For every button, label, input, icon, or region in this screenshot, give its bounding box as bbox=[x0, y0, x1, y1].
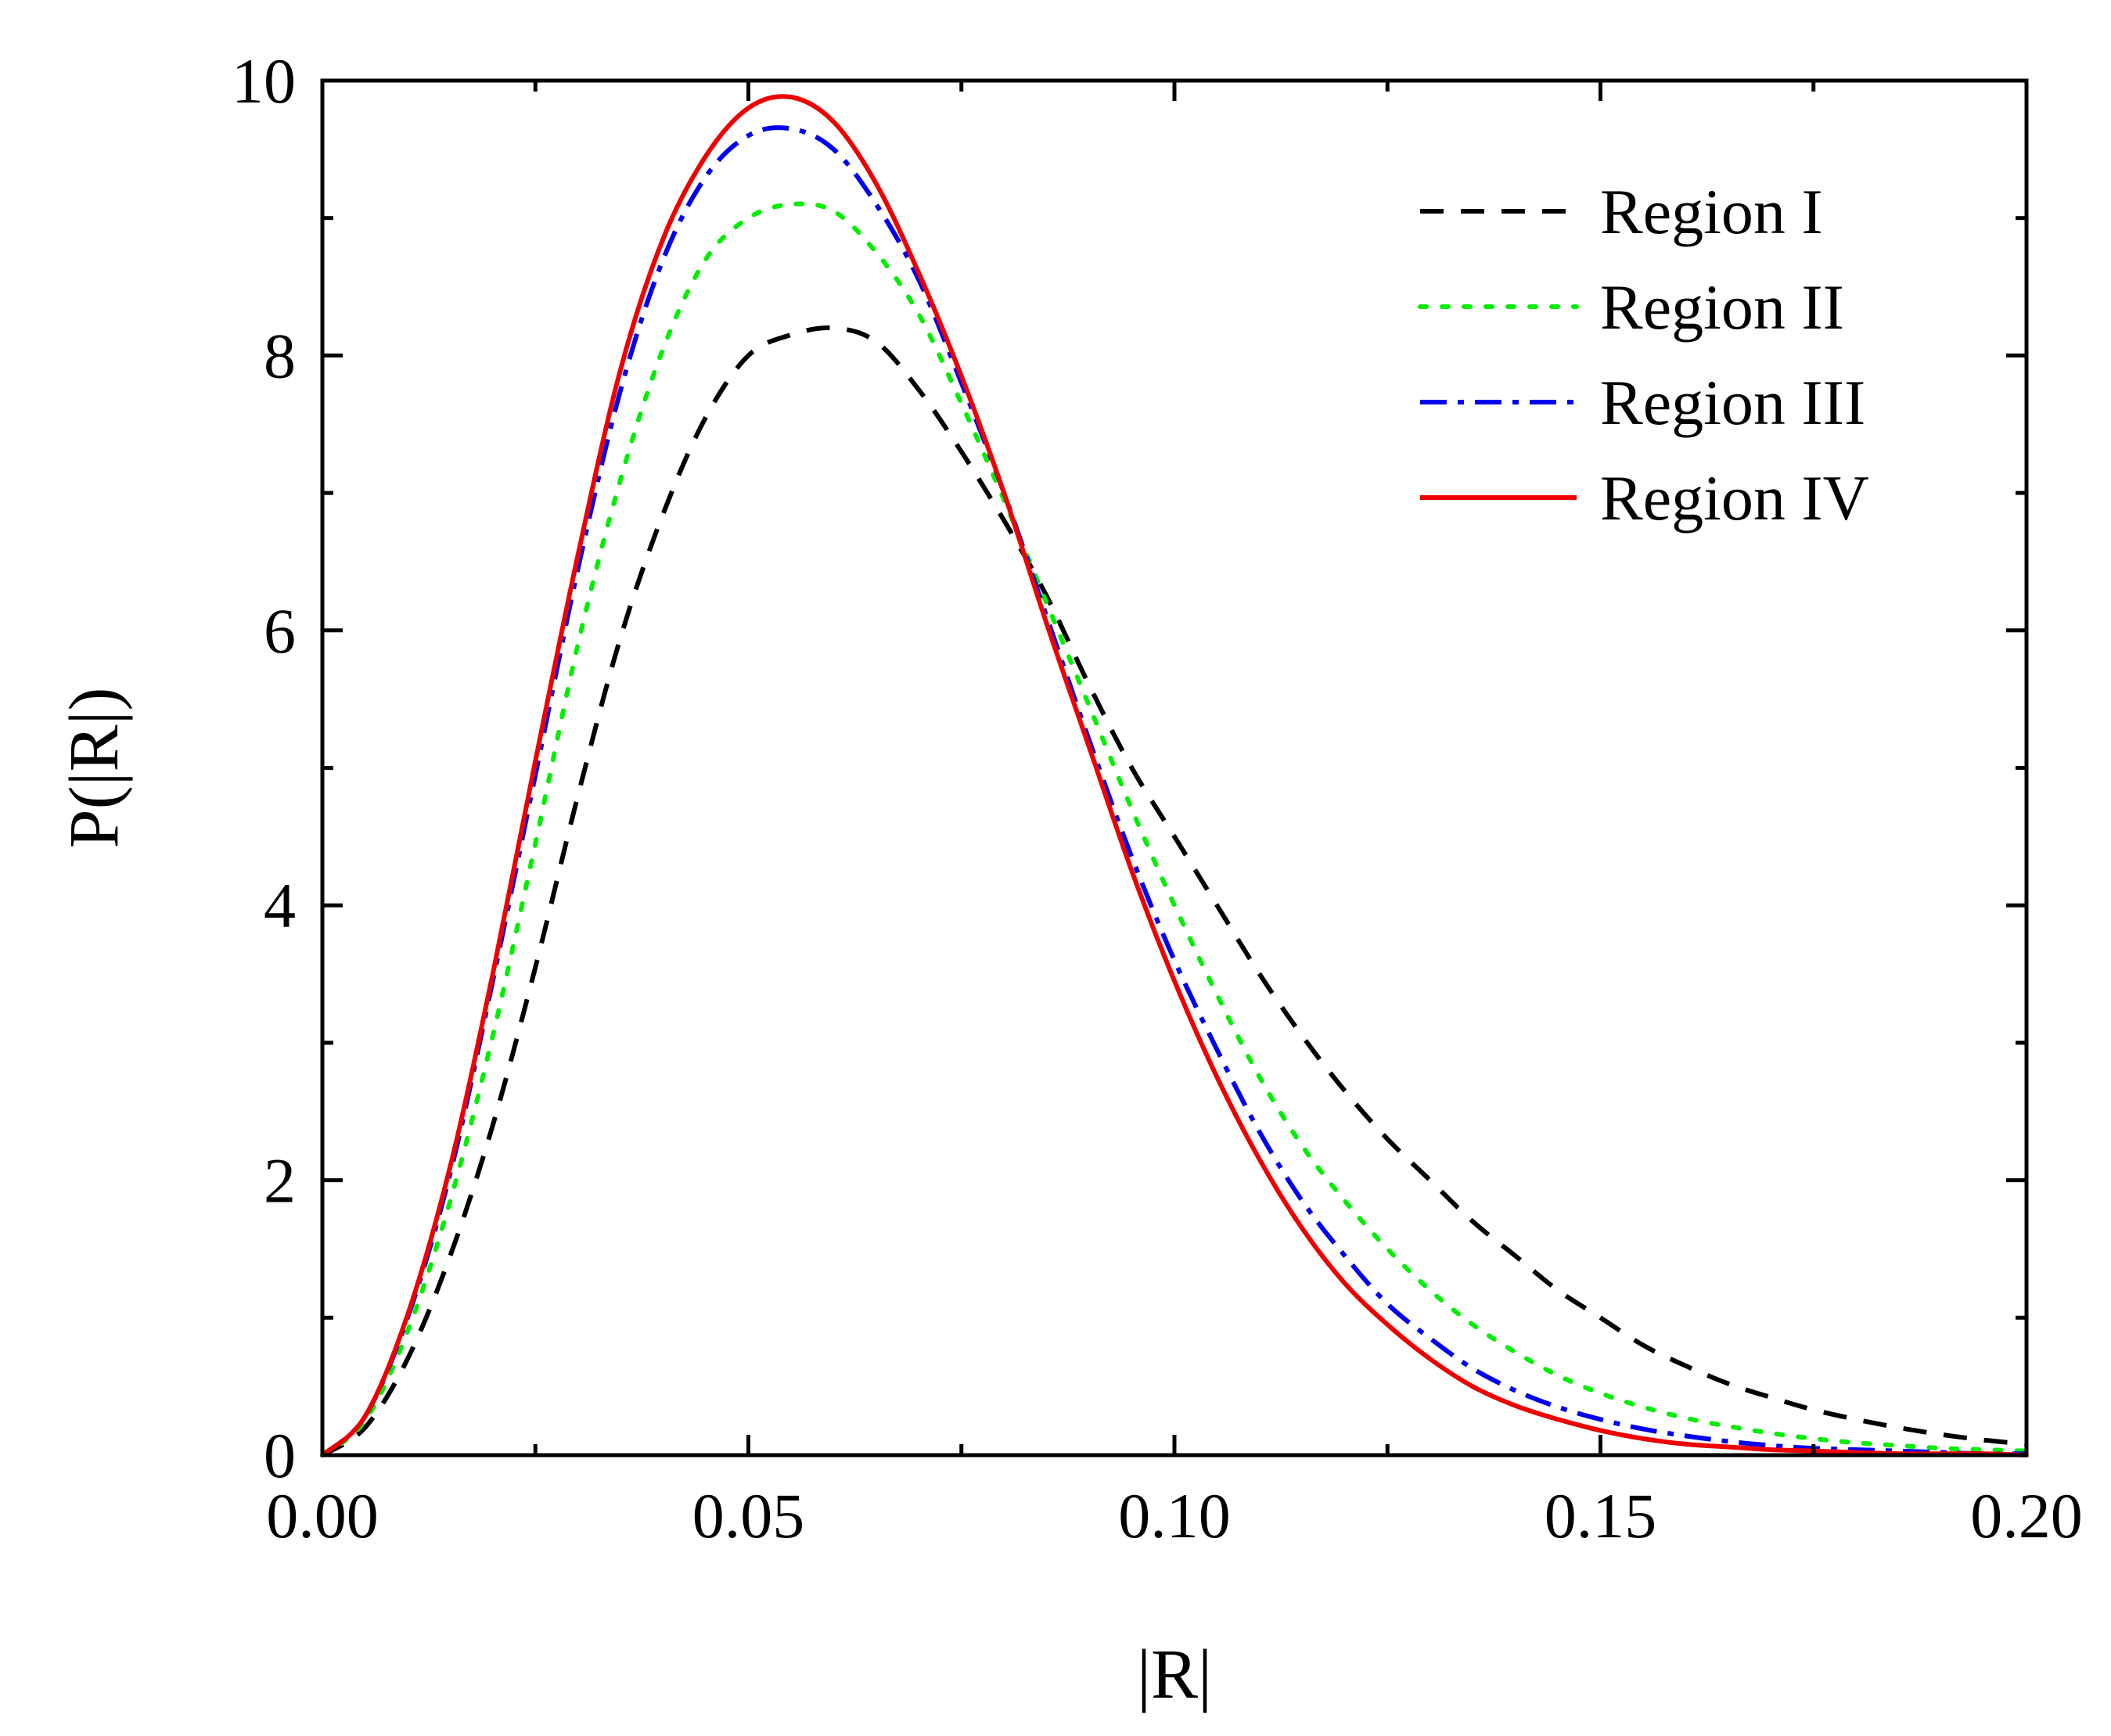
ticks-layer bbox=[320, 78, 2029, 1457]
y-tick-label: 2 bbox=[264, 1145, 296, 1217]
x-tick-label: 0.00 bbox=[266, 1480, 379, 1551]
y-tick-label: 4 bbox=[264, 870, 296, 941]
x-tick-label: 0.05 bbox=[692, 1480, 805, 1551]
legend-label-3: Region III bbox=[1600, 367, 1865, 438]
series-line-2 bbox=[320, 201, 2029, 1457]
y-tick-label: 8 bbox=[264, 320, 296, 391]
series-layer bbox=[320, 94, 2029, 1457]
y-tick-label: 0 bbox=[264, 1420, 296, 1491]
series-line-4 bbox=[320, 94, 2027, 1457]
y-tick-label: 10 bbox=[232, 45, 296, 117]
x-tick-label: 0.15 bbox=[1545, 1480, 1657, 1551]
x-tick-label: 0.20 bbox=[1970, 1480, 2083, 1551]
legend-label-1: Region I bbox=[1600, 176, 1823, 247]
y-tick-label: 6 bbox=[264, 595, 296, 667]
legend-label-2: Region II bbox=[1600, 271, 1844, 343]
series-line-1 bbox=[321, 325, 2027, 1457]
legend-label-4: Region IV bbox=[1600, 462, 1869, 534]
legend: Region I Region II Region III Region IV bbox=[1418, 176, 1869, 534]
x-tick-label: 0.10 bbox=[1118, 1480, 1231, 1551]
labels-layer: 0.00 0.05 0.10 0.15 0.20 0 2 4 6 8 10 bbox=[232, 45, 2083, 1551]
y-axis-title: P(|R|) bbox=[56, 687, 133, 848]
x-axis-title: |R| bbox=[1137, 1636, 1212, 1713]
